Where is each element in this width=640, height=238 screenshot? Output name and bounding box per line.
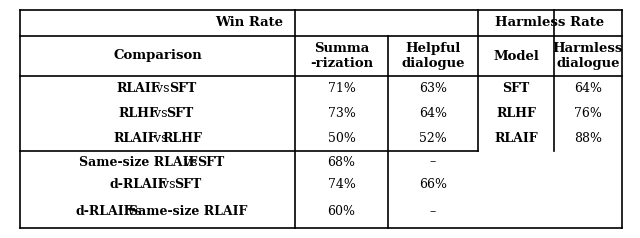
Text: Same-size RLAIF: Same-size RLAIF [79, 155, 197, 169]
Text: RLHF: RLHF [163, 132, 202, 145]
Text: Harmless
dialogue: Harmless dialogue [553, 42, 623, 70]
Text: –: – [430, 155, 436, 169]
Text: vs: vs [150, 107, 171, 120]
Text: 64%: 64% [419, 107, 447, 120]
Text: 64%: 64% [574, 82, 602, 95]
Text: Win Rate: Win Rate [215, 16, 283, 30]
Text: –: – [430, 205, 436, 218]
Text: SFT: SFT [169, 82, 196, 95]
Text: SFT: SFT [166, 107, 193, 120]
Text: 71%: 71% [328, 82, 355, 95]
Text: RLHF: RLHF [118, 107, 158, 120]
Text: 76%: 76% [574, 107, 602, 120]
Text: 74%: 74% [328, 178, 355, 190]
Text: vs: vs [150, 132, 171, 145]
Text: vs: vs [152, 82, 174, 95]
Text: Model: Model [493, 50, 539, 63]
Text: SFT: SFT [502, 82, 530, 95]
Text: vs: vs [158, 178, 179, 190]
Text: RLAIF: RLAIF [494, 132, 538, 145]
Text: 68%: 68% [328, 155, 355, 169]
Text: Harmless Rate: Harmless Rate [495, 16, 605, 30]
Text: 52%: 52% [419, 132, 447, 145]
Text: 88%: 88% [574, 132, 602, 145]
Text: Summa
-rization: Summa -rization [310, 42, 373, 70]
Text: d-RLAIF: d-RLAIF [109, 178, 166, 190]
Text: Comparison: Comparison [113, 50, 202, 63]
Text: d-RLAIF: d-RLAIF [76, 205, 133, 218]
Text: 73%: 73% [328, 107, 355, 120]
Text: 63%: 63% [419, 82, 447, 95]
Text: RLAIF: RLAIF [113, 132, 157, 145]
Text: 50%: 50% [328, 132, 355, 145]
Text: Same-size RLAIF: Same-size RLAIF [129, 205, 248, 218]
Text: RLHF: RLHF [496, 107, 536, 120]
Text: RLAIF: RLAIF [116, 82, 160, 95]
Text: 66%: 66% [419, 178, 447, 190]
Text: SFT: SFT [197, 155, 224, 169]
Text: vs: vs [180, 155, 202, 169]
Text: Helpful
dialogue: Helpful dialogue [401, 42, 465, 70]
Text: SFT: SFT [175, 178, 202, 190]
Text: vs: vs [124, 205, 146, 218]
Text: 60%: 60% [328, 205, 355, 218]
